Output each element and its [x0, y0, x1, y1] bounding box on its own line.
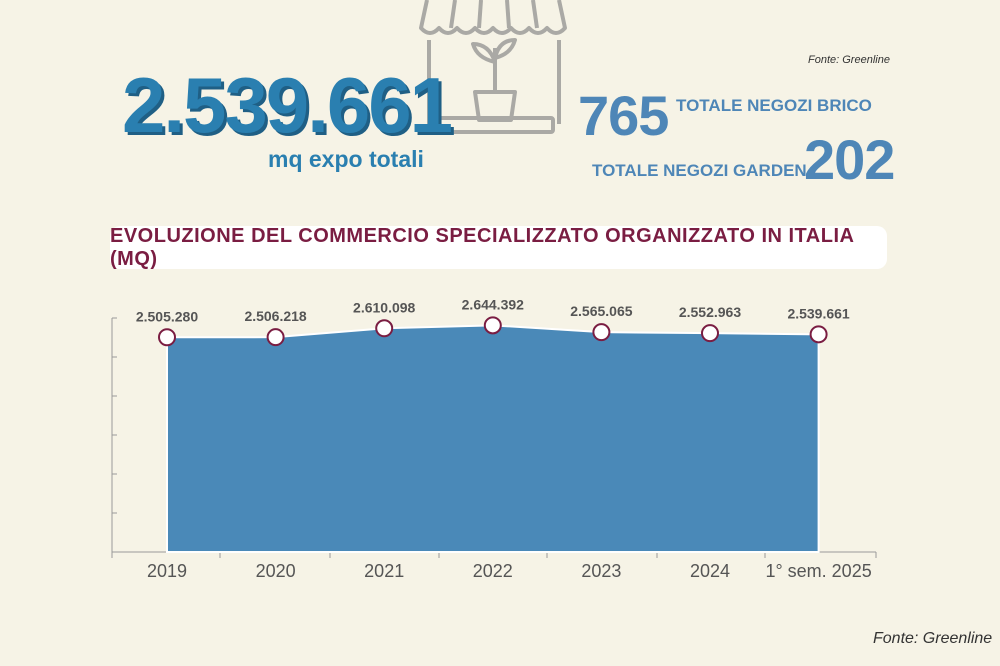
- total-mq-value: 2.539.661: [122, 61, 453, 149]
- x-tick-label: 2022: [473, 561, 513, 581]
- brico-label: TOTALE NEGOZI BRICO: [676, 96, 872, 115]
- garden-count: 202: [804, 128, 895, 191]
- x-tick-label: 2020: [256, 561, 296, 581]
- source-note-bottom: Fonte: Greenline: [873, 630, 993, 647]
- data-label: 2.505.280: [136, 308, 198, 324]
- data-point: [809, 325, 828, 344]
- data-point: [592, 323, 611, 342]
- x-tick-label: 2021: [364, 561, 404, 581]
- data-point: [375, 319, 394, 338]
- x-tick-label: 2023: [581, 561, 621, 581]
- data-label: 2.610.098: [353, 299, 415, 315]
- data-point: [701, 324, 719, 343]
- x-tick-label: 2019: [147, 561, 187, 581]
- data-label: 2.552.963: [679, 304, 741, 320]
- data-label: 2.644.392: [462, 296, 524, 312]
- x-tick-label: 2024: [690, 561, 730, 581]
- data-label: 2.539.661: [787, 305, 849, 321]
- x-tick-label: 1° sem. 2025: [765, 561, 871, 581]
- data-label: 2.565.065: [570, 303, 632, 319]
- total-mq-label: mq expo totali: [268, 146, 424, 172]
- chart-title: EVOLUZIONE DEL COMMERCIO SPECIALIZZATO O…: [110, 225, 887, 270]
- storefront-plant-icon: [419, 0, 567, 134]
- area-series: [166, 324, 820, 553]
- data-point: [483, 316, 502, 335]
- garden-label: TOTALE NEGOZI GARDEN: [592, 161, 807, 180]
- data-point: [266, 328, 285, 347]
- data-point: [158, 328, 176, 347]
- source-note-top: Fonte: Greenline: [808, 54, 890, 66]
- data-label: 2.506.218: [244, 308, 306, 324]
- brico-count: 765: [578, 84, 669, 147]
